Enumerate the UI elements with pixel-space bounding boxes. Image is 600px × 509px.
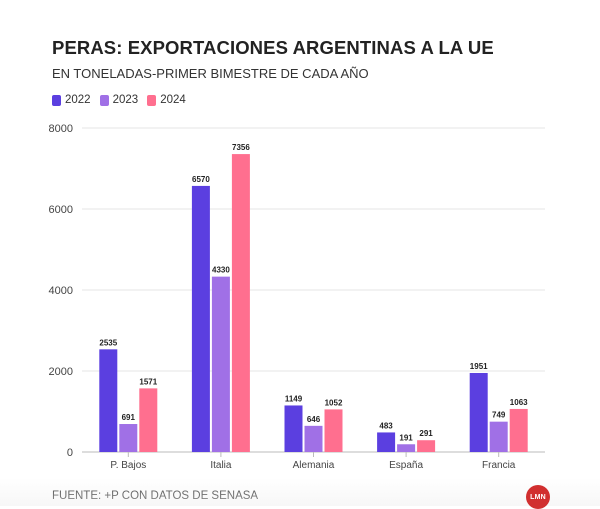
brand-logo: LMN: [526, 485, 550, 509]
x-tick-label: Italia: [210, 460, 232, 471]
x-tick-label: P. Bajos: [110, 460, 146, 471]
bar-2024: [231, 154, 250, 452]
bar-2024: [324, 409, 343, 452]
bar-2023: [489, 421, 508, 452]
bar-2022: [377, 432, 396, 452]
bar-2022: [191, 185, 210, 453]
data-label: 6570: [192, 175, 210, 184]
legend-item-2023: 2023: [99, 94, 139, 106]
chart-title: PERAS: EXPORTACIONES ARGENTINAS A LA UE: [52, 37, 494, 58]
y-tick-label: 4000: [49, 285, 73, 297]
bar-2023: [119, 424, 138, 452]
bar-2024: [417, 440, 436, 452]
bar-2022: [99, 349, 118, 452]
y-tick-label: 0: [67, 447, 73, 459]
bar-2023: [397, 444, 416, 452]
legend-label-2023: 2023: [112, 94, 139, 106]
x-tick-label: Alemania: [293, 460, 335, 471]
bar-2023: [211, 276, 230, 452]
y-tick-label: 8000: [49, 123, 73, 135]
data-label: 691: [122, 413, 136, 422]
legend-item-2022: 2022: [52, 94, 91, 106]
data-label: 1052: [325, 398, 343, 407]
bar-2024: [509, 408, 528, 452]
legend-label-2024: 2024: [160, 94, 186, 106]
data-label: 1063: [510, 398, 528, 407]
data-label: 483: [379, 421, 393, 430]
legend-swatch-2023: [99, 94, 109, 106]
data-label: 7356: [232, 143, 250, 152]
data-label: 749: [492, 411, 506, 420]
bar-2022: [469, 372, 488, 452]
source-note: FUENTE: +P CON DATOS DE SENASA: [52, 490, 259, 502]
bar-2023: [304, 425, 323, 452]
data-label: 646: [307, 415, 321, 424]
data-label: 1951: [470, 362, 488, 371]
legend-item-2024: 2024: [147, 94, 186, 106]
data-label: 191: [399, 433, 413, 442]
legend-swatch-2022: [52, 94, 61, 106]
legend-label-2022: 2022: [65, 94, 91, 106]
legend-swatch-2024: [147, 94, 157, 106]
y-tick-label: 6000: [49, 204, 73, 216]
bar-2022: [284, 405, 303, 452]
data-label: 1571: [139, 377, 157, 386]
bar-2024: [139, 388, 158, 452]
x-tick-label: Francia: [482, 460, 516, 471]
data-label: 1149: [285, 394, 303, 403]
data-label: 2535: [99, 338, 117, 347]
legend: 2022 2023 2024: [52, 94, 186, 106]
chart-subtitle: EN TONELADAS-PRIMER BIMESTRE DE CADA AÑO: [52, 66, 369, 81]
data-label: 291: [419, 429, 433, 438]
data-label: 4330: [212, 266, 230, 275]
y-tick-label: 2000: [49, 366, 73, 378]
x-tick-label: España: [389, 460, 423, 471]
